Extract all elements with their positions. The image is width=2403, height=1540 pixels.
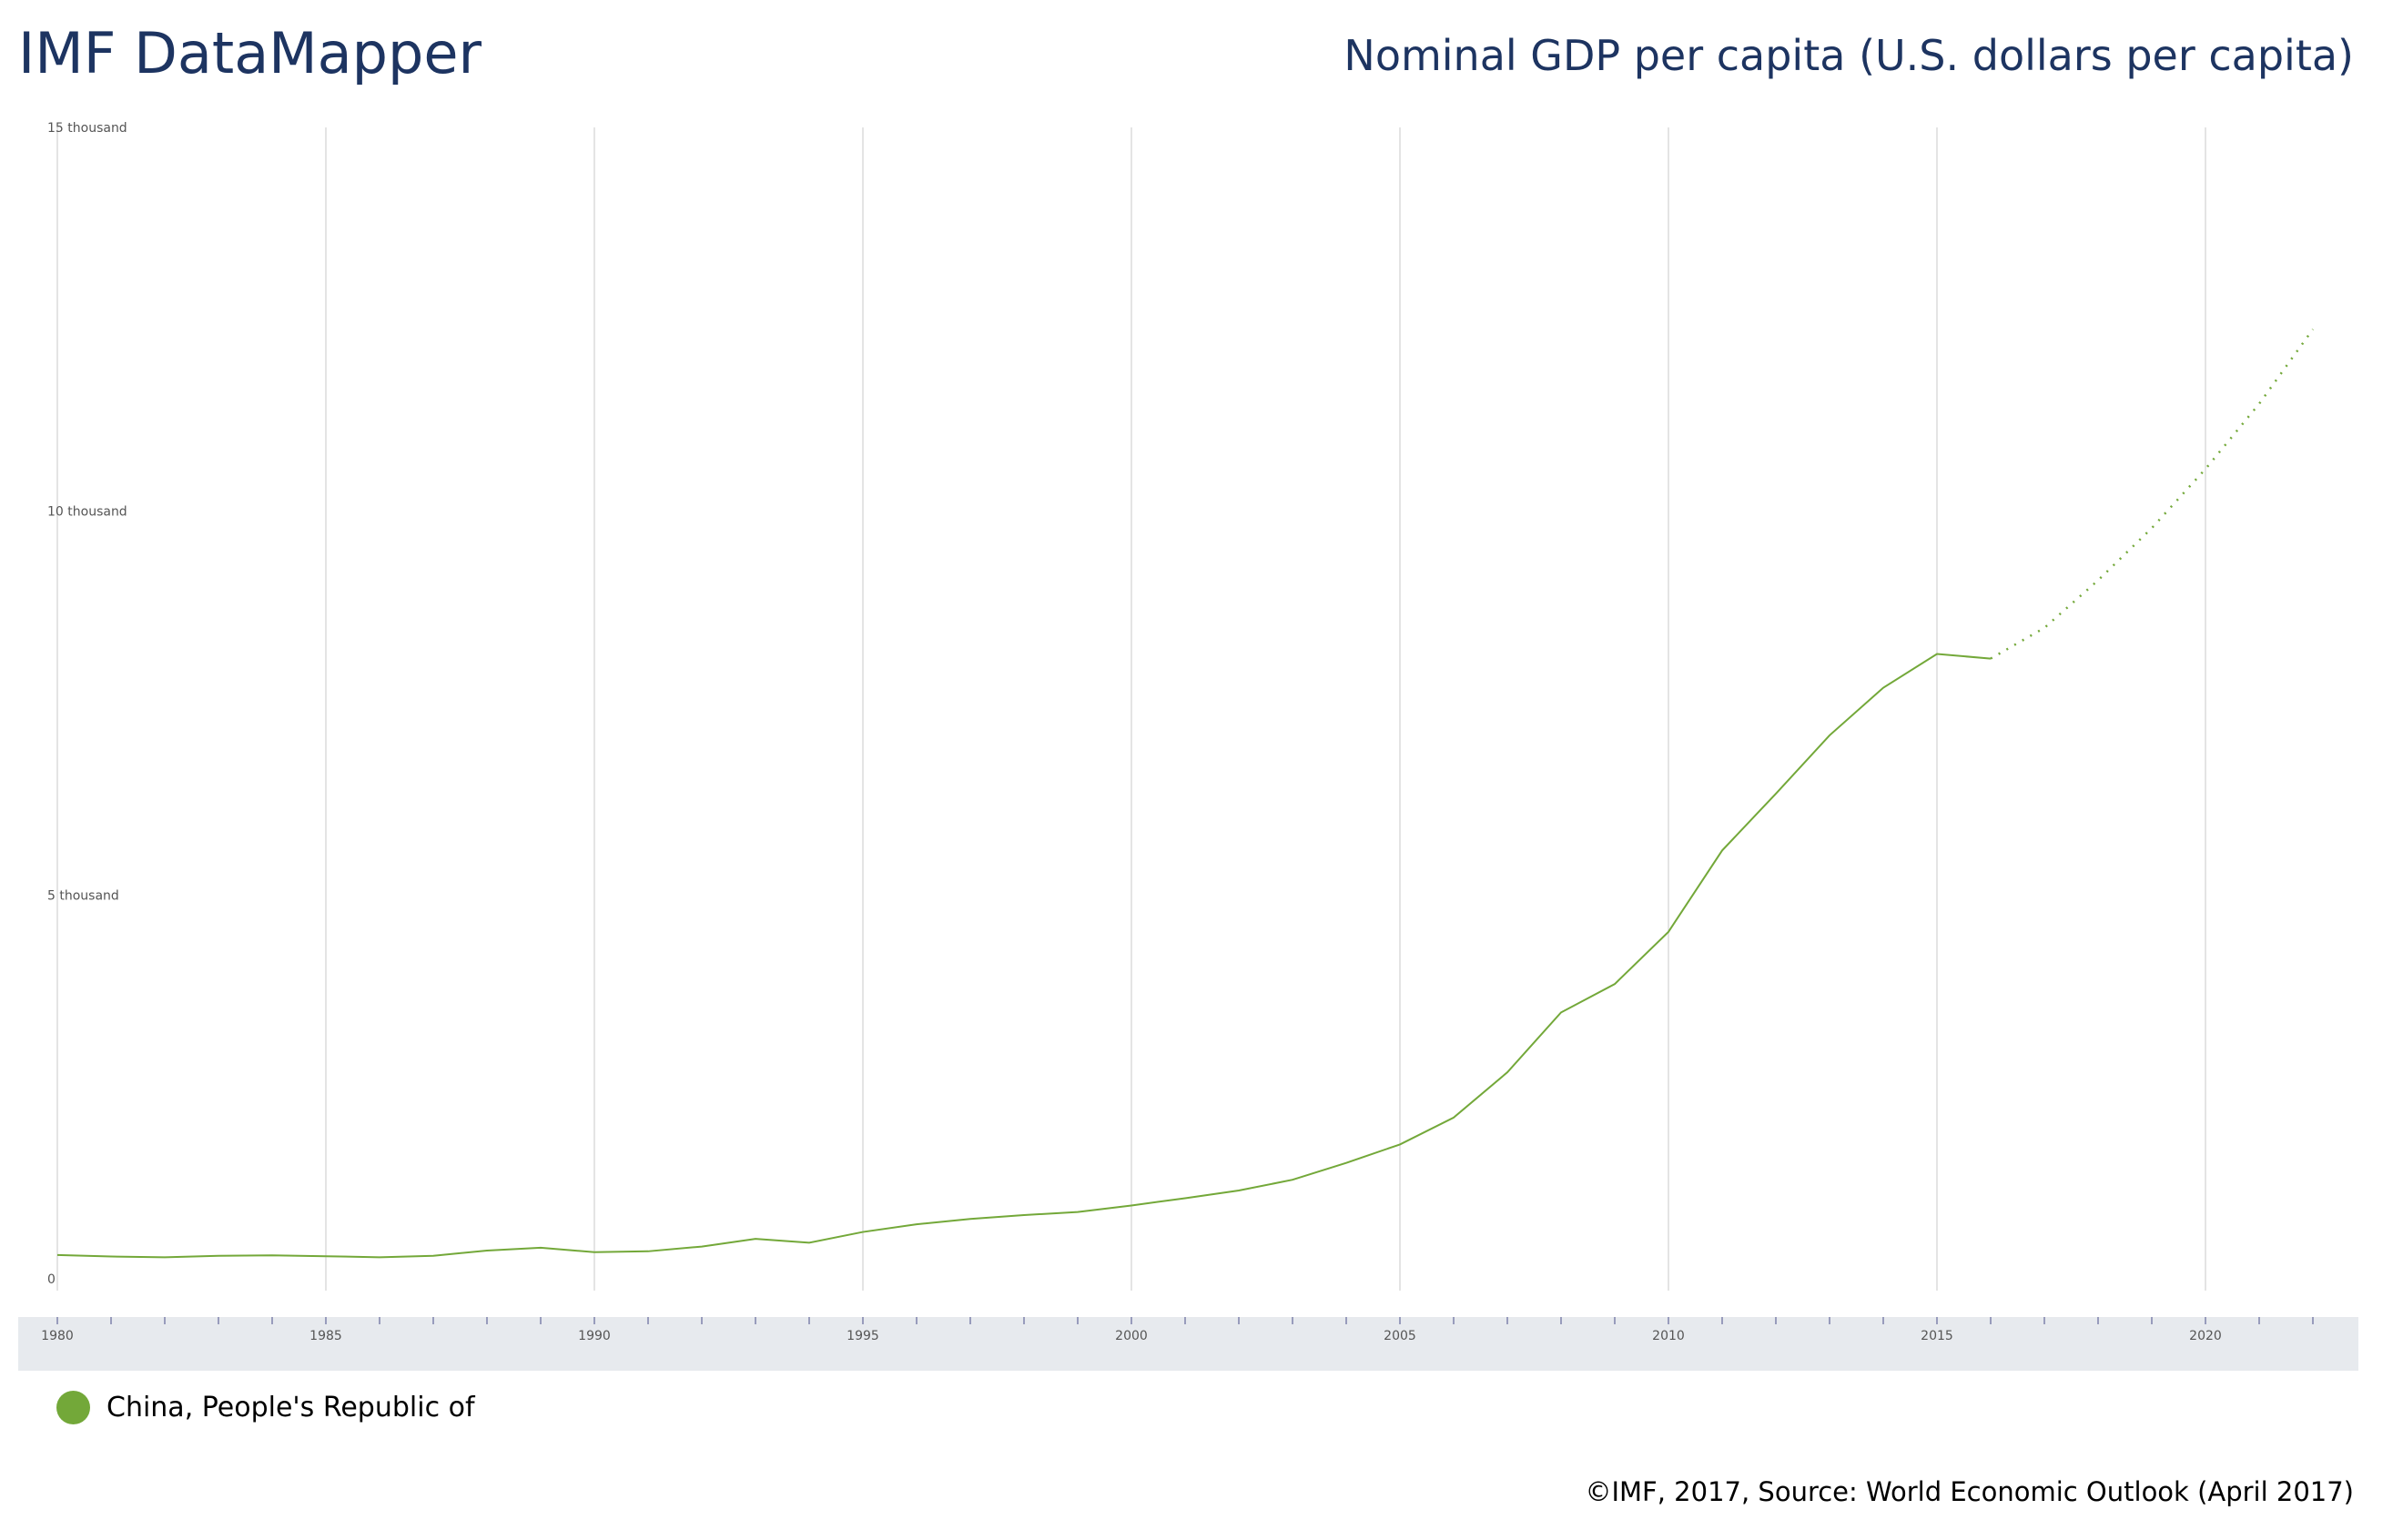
y-tick-label: 0 [47,1272,56,1287]
x-tick-label: 1990 [578,1329,611,1343]
timeline-bar[interactable] [18,1317,2358,1371]
app-title: IMF DataMapper [18,20,482,86]
x-tick-label: 1995 [847,1329,879,1343]
x-tick-label: 2010 [1652,1329,1685,1343]
x-tick-label: 1985 [309,1329,342,1343]
y-tick-label: 15 thousand [47,121,127,136]
y-tick-label: 5 thousand [47,888,119,903]
series-line-projection [1990,329,2315,660]
series-china [56,329,2315,1259]
x-tick-label: 2005 [1384,1329,1416,1343]
y-axis-ticks: 0 5 thousand 10 thousand 15 thousand [47,121,127,1287]
source-footer: ©IMF, 2017, Source: World Economic Outlo… [1585,1476,2354,1507]
x-tick-label: 2000 [1115,1329,1148,1343]
x-tick-label: 2020 [2189,1329,2222,1343]
legend-item-china[interactable]: China, People's Republic of [56,1391,475,1424]
legend-label: China, People's Republic of [106,1392,475,1423]
y-tick-label: 10 thousand [47,505,127,520]
indicator-title: Nominal GDP per capita (U.S. dollars per… [1343,31,2354,80]
series-line-actual [56,653,1992,1259]
legend-color-dot [56,1391,90,1424]
x-tick-label: 1980 [41,1329,74,1343]
x-axis-ticks: 1980 1985 1990 1995 2000 2005 2010 2015 2020 [41,1317,2314,1343]
gridlines [56,127,2206,1291]
x-tick-label: 2015 [1921,1329,1953,1343]
